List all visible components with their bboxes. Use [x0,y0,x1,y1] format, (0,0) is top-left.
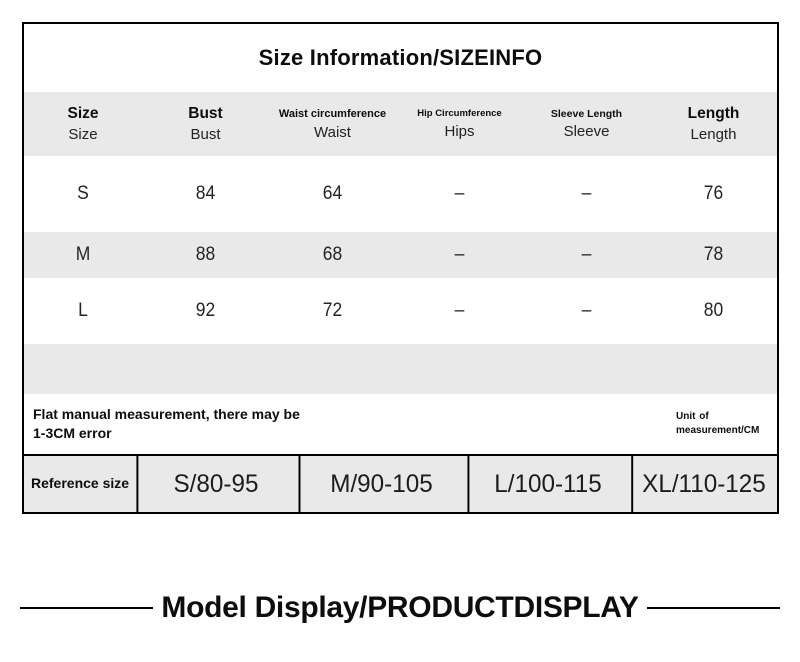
column-label-secondary: Sleeve [563,123,610,141]
length-value: 78 [703,244,724,265]
column-header-hips: Hip Circumference Hips [396,92,523,156]
unit-of-measurement-note: Unit of measurement/CM [676,411,760,436]
hips-value: – [454,300,465,321]
divider-line-right [646,606,780,610]
hips-value: – [454,244,465,265]
column-label-secondary: Hips [444,122,475,140]
column-header-waist: Waist circumference Waist [269,92,396,156]
spacer-row [24,344,777,394]
table-row-size-l: L 92 72 – – 80 [24,278,777,344]
waist-value: 72 [322,300,343,321]
sleeve-value: – [581,300,592,321]
column-label-secondary: Bust [190,125,221,143]
size-table: Size Information/SIZEINFO Size Size Bust… [22,22,779,514]
size-value: S [77,183,89,204]
size-table-header: Size Information/SIZEINFO [24,24,777,92]
size-value: L [78,300,88,321]
sleeve-value: – [581,244,592,265]
reference-value-s: S/80-95 [136,456,293,512]
column-header-size: Size Size [24,92,142,156]
length-value: 76 [703,183,724,204]
size-value: M [75,244,91,265]
column-label-primary: Size [67,105,99,123]
waist-value: 64 [322,183,343,204]
divider-line-left [20,606,154,610]
column-label-secondary: Length [690,125,737,143]
length-value: 80 [703,300,724,321]
waist-value: 68 [322,244,343,265]
model-display-title: Model Display/PRODUCTDISPLAY [161,591,639,624]
column-label-secondary: Waist [314,123,351,141]
column-label-primary: Length [687,105,740,123]
model-display-heading: Model Display/PRODUCTDISPLAY [20,586,780,630]
reference-size-label: Reference size [31,475,130,492]
column-label-primary: Waist circumference [278,107,387,120]
reference-size-row: Reference size S/80-95 M/90-105 L/100-11… [24,454,777,512]
column-header-bust: Bust Bust [142,92,269,156]
column-label-secondary: Size [68,125,98,143]
column-header-length: Length Length [650,92,777,156]
sleeve-value: – [581,183,592,204]
column-header-row: Size Size Bust Bust Waist circumference … [24,92,777,156]
reference-value-xl: XL/110-125 [631,456,775,512]
column-header-sleeve: Sleeve Length Sleeve [523,92,650,156]
reference-value-m: M/90-105 [298,456,463,512]
reference-value-l: L/100-115 [467,456,626,512]
bust-value: 92 [195,300,216,321]
bust-value: 84 [195,183,216,204]
bust-value: 88 [195,244,216,265]
column-label-primary: Hip Circumference [417,108,502,120]
table-row-size-m: M 88 68 – – 78 [24,232,777,278]
column-label-primary: Sleeve Length [550,107,623,120]
size-table-title: Size Information/SIZEINFO [258,45,543,70]
measurement-tolerance-note: Flat manual measurement, there may be 1-… [33,406,300,441]
hips-value: – [454,183,465,204]
column-label-primary: Bust [188,105,223,123]
table-row-size-s: S 84 64 – – 76 [24,156,777,232]
notes-row: Flat manual measurement, there may be 1-… [24,394,777,454]
